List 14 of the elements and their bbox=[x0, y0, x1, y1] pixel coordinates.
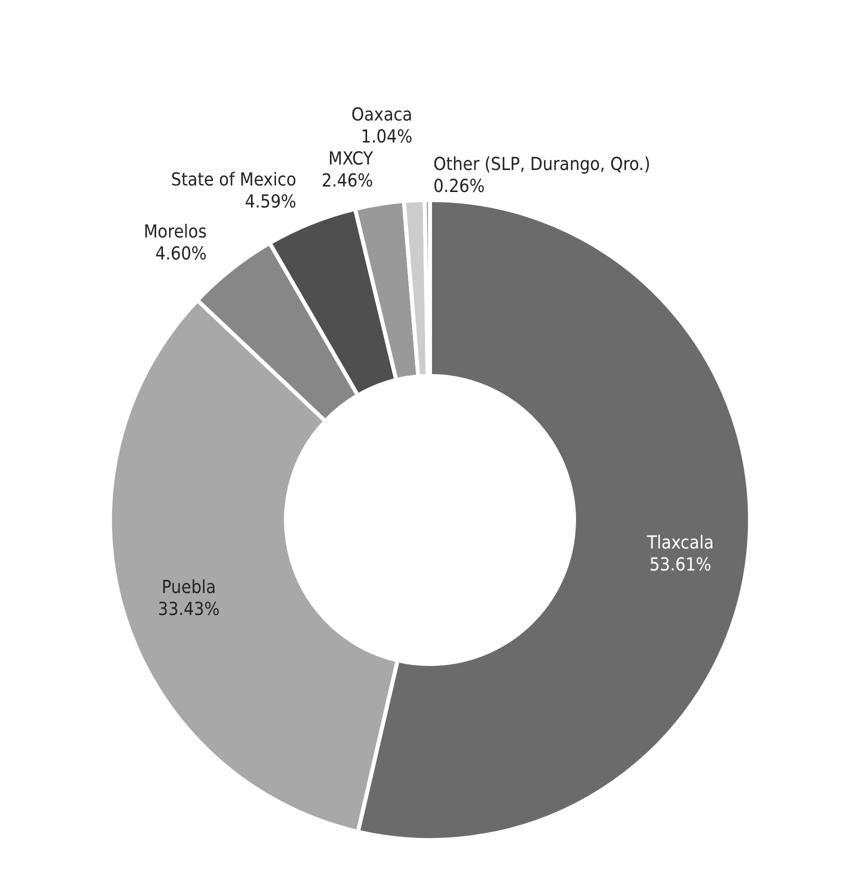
data-label: 4.59% bbox=[244, 192, 296, 213]
slice-label: Tlaxcala bbox=[646, 532, 714, 554]
data-label: 1.04% bbox=[360, 126, 412, 148]
slice-label: State of Mexico bbox=[171, 170, 296, 191]
data-label: 0.26% bbox=[433, 176, 485, 198]
slice-label: Morelos bbox=[144, 222, 207, 243]
slice-label: Oaxaca bbox=[351, 104, 412, 126]
data-label: 4.60% bbox=[155, 244, 207, 265]
slice-label: MXCY bbox=[328, 148, 374, 170]
data-label: 2.46% bbox=[322, 170, 374, 192]
data-label: 33.43% bbox=[158, 598, 220, 620]
data-label: 53.61% bbox=[650, 554, 712, 576]
slice-label: Other (SLP, Durango, Qro.) bbox=[433, 154, 650, 176]
slice-label: Puebla bbox=[162, 576, 216, 598]
